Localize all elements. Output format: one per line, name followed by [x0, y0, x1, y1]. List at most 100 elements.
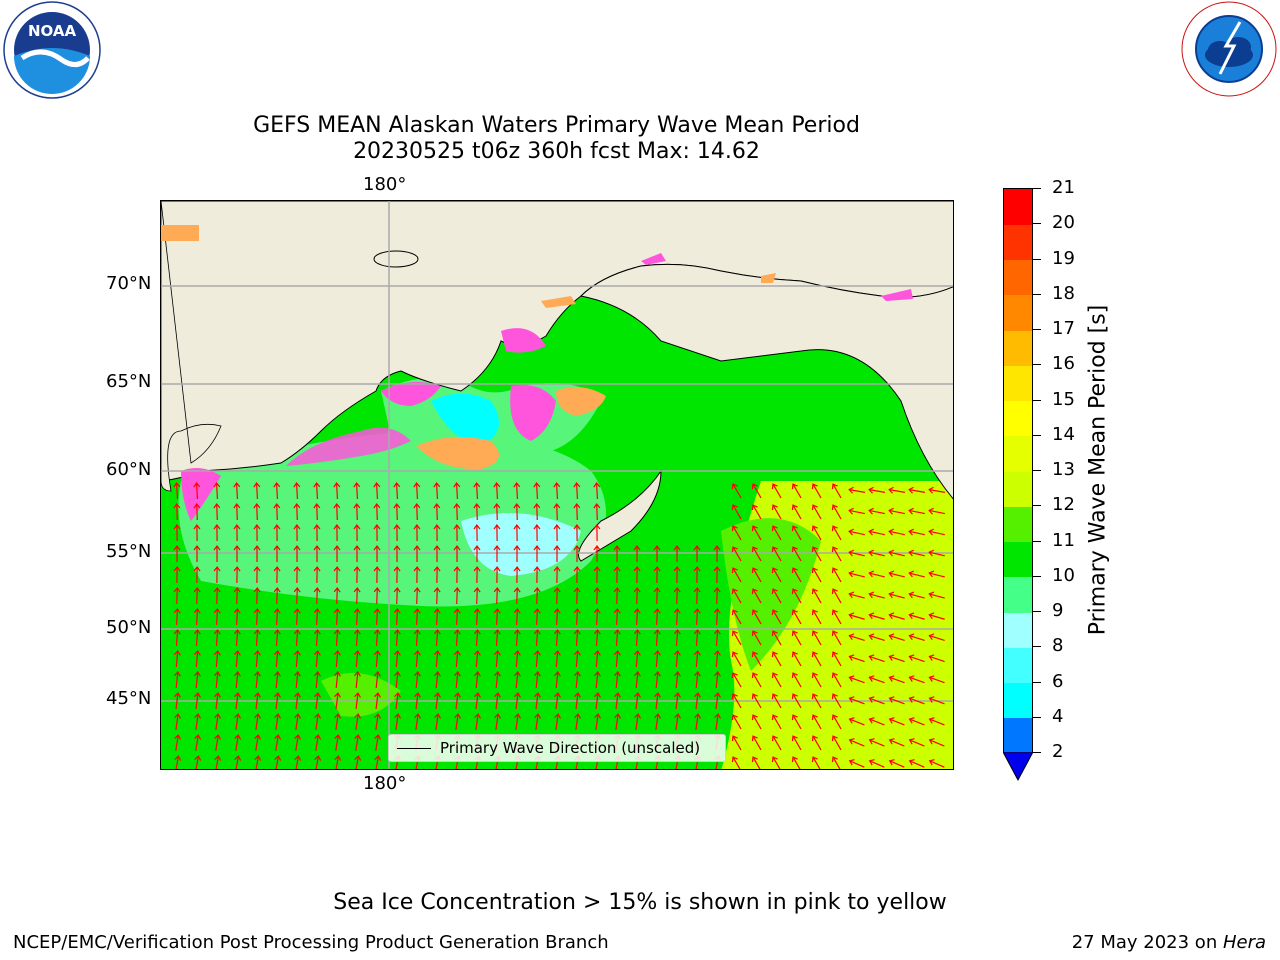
wave-arrow [333, 629, 341, 647]
wave-arrow [333, 608, 341, 626]
wave-arrow [293, 587, 301, 605]
wave-arrow [373, 608, 381, 626]
wave-arrow [928, 654, 945, 663]
colorbar-tick [1033, 681, 1041, 683]
colorbar-tick-label: 12 [1052, 494, 1075, 516]
wave-arrow [393, 650, 401, 668]
wave-arrow [908, 738, 925, 747]
colorbar-segment [1004, 189, 1032, 225]
wave-arrow [193, 587, 201, 605]
wave-arrow [868, 654, 885, 663]
wave-arrow [751, 693, 762, 709]
wave-arrow [791, 588, 802, 604]
wave-arrow [293, 503, 301, 521]
wave-arrow [334, 734, 342, 751]
wave-arrow [653, 608, 661, 626]
wave-arrow [573, 629, 581, 647]
colorbar-segment [1004, 506, 1032, 542]
wave-arrow [633, 566, 641, 584]
wave-arrow [433, 566, 441, 584]
colorbar-tick [1033, 505, 1041, 507]
wave-arrow [493, 503, 501, 521]
wave-arrow [273, 650, 281, 668]
wave-arrow [433, 545, 441, 562]
wave-arrow [771, 567, 782, 583]
wave-arrow [413, 482, 421, 500]
wave-arrow [771, 609, 782, 625]
wave-arrow [254, 734, 262, 751]
wave-arrow [233, 482, 241, 500]
colorbar-segment [1004, 647, 1032, 683]
wave-arrow [928, 633, 945, 641]
wave-arrow [594, 692, 601, 710]
wave-arrow [811, 483, 822, 499]
wave-arrow [673, 629, 681, 647]
wave-arrow [868, 612, 885, 620]
wave-arrow [653, 671, 661, 689]
wave-arrow [413, 545, 421, 562]
wave-arrow [614, 713, 622, 731]
wave-arrow [414, 692, 421, 710]
wave-arrow [274, 755, 282, 769]
wave-arrow [573, 503, 581, 521]
colorbar-tick-label: 17 [1052, 318, 1075, 339]
wave-arrow [731, 735, 742, 751]
wave-arrow [888, 549, 905, 557]
wave-arrow [831, 672, 842, 688]
wave-arrow [694, 692, 701, 710]
wave-arrow [453, 566, 461, 584]
wave-arrow [888, 507, 905, 515]
colorbar-tick [1033, 611, 1041, 612]
colorbar-tick [1033, 716, 1041, 718]
wave-arrow [553, 503, 561, 521]
wave-arrow [294, 755, 302, 769]
wave-arrow [831, 756, 842, 769]
wave-arrow [513, 545, 521, 562]
wave-arrow [771, 525, 782, 541]
wave-arrow [553, 566, 561, 584]
wave-arrow [313, 629, 321, 647]
wave-arrow [751, 630, 762, 646]
wave-arrow [674, 713, 682, 731]
wave-arrow [193, 482, 201, 500]
wave-arrow [811, 546, 822, 562]
wave-arrow [533, 545, 541, 562]
wave-arrow [213, 503, 221, 521]
wave-arrow [868, 738, 885, 747]
wave-arrow [831, 630, 842, 646]
wave-arrow [513, 566, 521, 584]
wave-arrow [653, 650, 661, 668]
wave-arrow [674, 692, 681, 710]
wave-arrow [574, 692, 581, 710]
wave-arrow [848, 738, 865, 747]
wave-arrow [473, 545, 481, 562]
wave-arrow [908, 570, 925, 578]
wave-arrow [593, 629, 601, 647]
wave-arrow [673, 566, 681, 584]
wave-arrow [771, 714, 782, 730]
wave-arrow [233, 545, 241, 562]
wave-arrow [293, 482, 301, 500]
wave-arrow [634, 713, 642, 731]
wave-arrow [731, 609, 742, 625]
wave-arrow [791, 693, 802, 709]
wave-arrow [173, 671, 181, 689]
wave-arrow [573, 587, 581, 605]
wave-arrow [771, 483, 782, 499]
legend-line-icon [397, 748, 431, 749]
wave-arrow [234, 755, 242, 769]
wave-arrow [313, 482, 321, 500]
wave-arrow [731, 546, 742, 562]
wave-arrow [193, 629, 201, 647]
wave-arrow [533, 650, 541, 668]
wave-arrow [908, 759, 925, 768]
wave-arrow [771, 672, 782, 688]
wave-arrow [714, 692, 721, 710]
wave-arrow [633, 629, 641, 647]
wave-arrow [751, 672, 762, 688]
wave-arrow [174, 713, 182, 731]
colorbar-tick [1033, 223, 1041, 225]
wave-arrow [771, 546, 782, 562]
wave-arrow [751, 756, 762, 769]
wave-arrow [771, 504, 782, 520]
